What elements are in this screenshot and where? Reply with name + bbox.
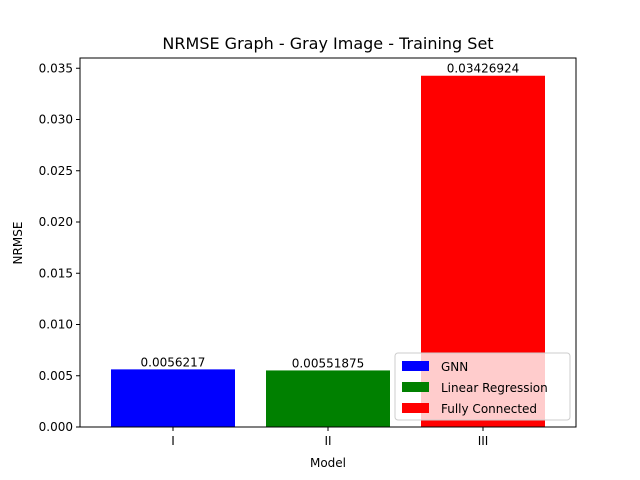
chart-title: NRMSE Graph - Gray Image - Training Set <box>162 34 493 53</box>
y-tick-label: 0.015 <box>39 266 73 280</box>
bar-II <box>266 370 390 427</box>
y-tick-label: 0.020 <box>39 215 73 229</box>
legend-label: Fully Connected <box>441 402 537 416</box>
x-axis-label: Model <box>310 456 346 470</box>
y-tick-label: 0.025 <box>39 164 73 178</box>
y-tick-label: 0.010 <box>39 318 73 332</box>
y-tick-label: 0.000 <box>39 420 73 434</box>
x-axis: I II III <box>171 427 488 448</box>
plot-frame <box>79 57 577 428</box>
legend-swatch <box>402 361 429 371</box>
x-tick-label: III <box>478 434 489 448</box>
y-tick-label: 0.035 <box>39 61 73 75</box>
x-tick-label: I <box>171 434 175 448</box>
x-tick-label: II <box>324 434 331 448</box>
bar-I <box>111 369 235 427</box>
legend-box <box>394 352 571 421</box>
y-tick-label: 0.030 <box>39 113 73 127</box>
data-label-III: 0.03426924 <box>447 62 520 76</box>
data-label-II: 0.00551875 <box>292 356 365 370</box>
y-axis-label: NRMSE <box>11 222 25 265</box>
data-labels-group: 0.0056217 0.00551875 0.03426924 <box>141 62 520 371</box>
legend-label: Linear Regression <box>441 381 548 395</box>
legend: GNN Linear Regression Fully Connected <box>394 352 571 421</box>
legend-swatch <box>402 403 429 413</box>
y-axis: 0.000 0.005 0.010 0.015 0.020 0.025 0.030 0.035 <box>39 61 80 434</box>
y-tick-label: 0.005 <box>39 369 73 383</box>
data-label-I: 0.0056217 <box>141 355 206 369</box>
legend-label: GNN <box>441 360 468 374</box>
legend-swatch <box>402 382 429 392</box>
